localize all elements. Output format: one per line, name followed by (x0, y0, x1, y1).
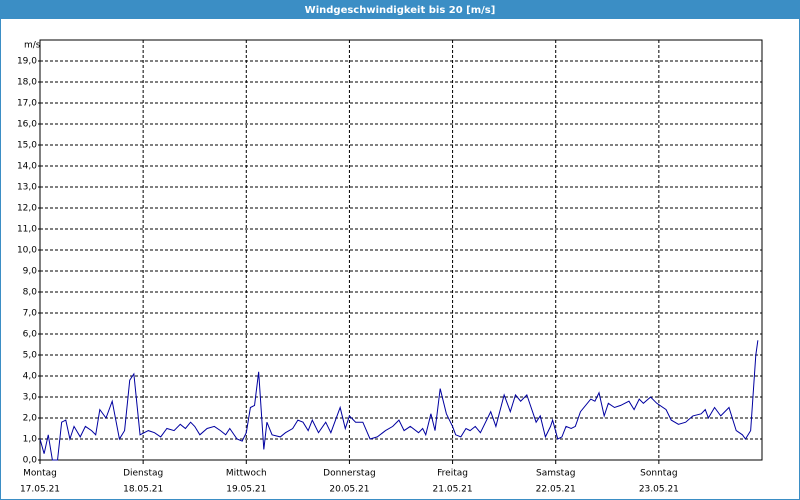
y-tick-label: 12,0 (17, 204, 37, 214)
y-tick-label: 11,0 (17, 225, 37, 235)
title-bar (0, 0, 800, 19)
y-tick-label: 14,0 (17, 162, 37, 172)
y-tick-label: 7,0 (23, 309, 38, 319)
y-tick-label: 5,0 (23, 351, 38, 361)
y-tick-label: 9,0 (23, 267, 38, 277)
y-tick-label: 13,0 (17, 183, 37, 193)
y-tick-label: 16,0 (17, 120, 37, 130)
y-tick-label: 1,0 (23, 435, 38, 445)
x-tick-label: Montag (23, 469, 57, 479)
chart-title: Windgeschwindigkeit bis 20 [m/s] (305, 5, 496, 16)
x-tick-date: 17.05.21 (20, 485, 60, 495)
y-tick-label: 3,0 (23, 393, 38, 403)
x-tick-label: Freitag (437, 469, 468, 479)
y-axis-label: m/s (24, 41, 41, 51)
x-tick-label: Mittwoch (226, 469, 267, 479)
data-line (39, 340, 759, 461)
y-tick-label: 15,0 (17, 141, 37, 151)
y-tick-label: 4,0 (23, 372, 38, 382)
x-tick-label: Sonntag (640, 469, 677, 479)
y-tick-label: 19,0 (17, 57, 37, 67)
x-tick-date: 21.05.21 (433, 485, 473, 495)
x-tick-label: Donnerstag (323, 469, 376, 479)
y-tick-label: 18,0 (17, 78, 37, 88)
x-tick-date: 20.05.21 (329, 485, 369, 495)
y-tick-label: 0,0 (23, 456, 38, 466)
plot-frame (39, 39, 763, 461)
y-tick-label: 8,0 (23, 288, 38, 298)
x-tick-date: 23.05.21 (639, 485, 679, 495)
x-tick-date: 22.05.21 (536, 485, 576, 495)
x-tick-date: 18.05.21 (123, 485, 163, 495)
y-tick-label: 10,0 (17, 246, 37, 256)
y-tick-label: 17,0 (17, 99, 37, 109)
y-tick-label: 6,0 (23, 330, 38, 340)
y-tick-label: 2,0 (23, 414, 38, 424)
x-tick-date: 19.05.21 (226, 485, 266, 495)
x-tick-label: Samstag (536, 469, 575, 479)
x-tick-label: Dienstag (123, 469, 163, 479)
